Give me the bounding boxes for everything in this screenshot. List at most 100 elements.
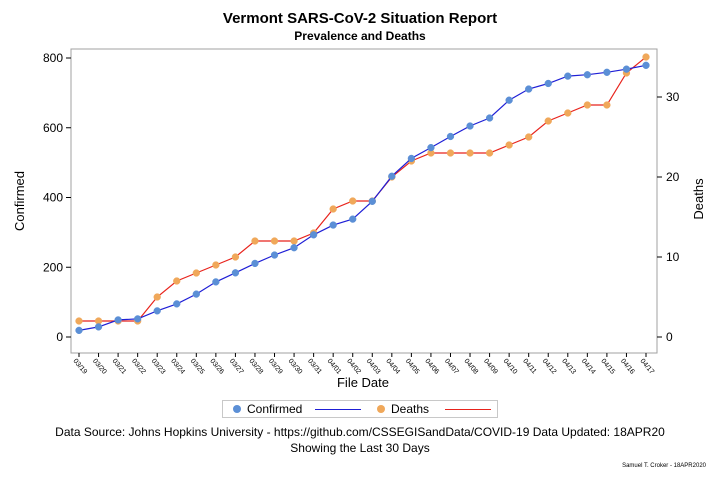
deaths-point [505,141,513,149]
deaths-point [75,317,83,325]
x-tick-label: 04/15 [599,358,616,376]
deaths-point [192,269,200,277]
y-axis-left-label: Confirmed [12,171,27,231]
confirmed-point [349,215,357,223]
y-right-tick-label: 30 [666,90,680,104]
x-tick-label: 03/25 [189,358,206,376]
deaths-point [153,293,161,301]
deaths-point [270,237,279,245]
x-tick-label: 04/05 [404,358,421,376]
deaths-point [583,101,591,109]
deaths-point [231,253,240,261]
x-tick-label: 04/14 [580,358,597,376]
confirmed-point [153,307,161,315]
y-axis-left: 0 200 400 600 800 [43,51,71,344]
y-left-tick-label: 800 [43,51,63,65]
deaths-point [212,261,220,269]
confirmed-point [583,71,591,79]
y-right-tick-label: 0 [666,330,673,344]
x-tick-label: 04/12 [541,358,558,376]
author-credit: Samuel T. Croker - 18APR2020 [622,463,706,469]
x-tick-label: 03/30 [287,358,304,376]
x-tick-label: 04/08 [463,358,480,376]
deaths-point [564,109,572,117]
confirmed-point [134,315,142,323]
x-tick-label: 04/10 [502,358,519,376]
chart-title: Vermont SARS-CoV-2 Situation Report [222,10,498,27]
confirmed-point [642,61,650,69]
x-tick-label: 04/02 [345,358,362,376]
legend-confirmed-line [315,409,361,410]
confirmed-point [427,143,435,152]
confirmed-point [251,259,259,268]
confirmed-point [270,251,279,259]
y-left-tick-label: 600 [43,121,63,135]
confirmed-point [309,231,318,239]
y-axis-right-label: Deaths [691,178,706,220]
x-tick-label: 04/04 [384,358,401,376]
deaths-point [290,237,298,245]
confirmed-point [622,65,631,73]
y-axis-right: 0 10 20 30 [657,90,680,344]
legend-deaths-line [445,409,491,410]
data-source-note: Data Source: Johns Hopkins University - … [55,425,665,439]
confirmed-point [603,68,611,76]
deaths-point [329,205,337,213]
confirmed-point [231,269,240,277]
confirmed-point [544,79,552,88]
plot-frame [70,48,658,354]
x-tick-label: 03/28 [247,358,264,376]
chart-subtitle: Prevalence and Deaths [294,29,426,43]
confirmed-point [407,154,416,163]
deaths-point [544,117,552,125]
x-tick-label: 04/09 [482,358,499,376]
confirmed-point [114,316,122,324]
y-right-tick-label: 20 [666,170,680,184]
confirmed-point [466,122,474,130]
x-tick-label: 04/01 [326,358,343,376]
deaths-point [251,237,259,245]
deaths-point [525,133,533,141]
deaths-point [485,149,494,157]
confirmed-point [192,290,200,298]
legend: Confirmed Deaths [222,400,498,418]
confirmed-point [290,244,298,252]
x-axis: 03/19 03/20 03/21 03/22 03/23 03/24 03/25 03/26… [71,353,655,376]
x-tick-label: 04/11 [521,358,537,376]
legend-deaths-label: Deaths [391,402,430,416]
x-tick-label: 03/21 [111,358,128,376]
x-tick-label: 04/16 [619,358,636,376]
deaths-point [603,101,611,109]
x-tick-label: 04/07 [443,358,460,376]
x-tick-label: 04/17 [638,358,655,376]
x-tick-label: 04/13 [560,358,577,376]
x-tick-label: 03/29 [267,358,284,376]
y-right-tick-label: 10 [666,250,680,264]
confirmed-point [173,300,181,308]
deaths-point [349,197,357,205]
x-tick-label: 04/06 [423,358,440,376]
confirmed-point [368,197,376,205]
confirmed-point [505,96,513,104]
x-axis-label: File Date [337,375,389,390]
x-tick-label: 03/22 [130,358,147,376]
confirmed-point [564,72,572,80]
y-left-tick-label: 200 [43,260,63,274]
legend-confirmed-marker [233,405,241,413]
x-tick-label: 03/24 [169,358,186,376]
x-tick-label: 03/20 [91,358,108,376]
legend-deaths-marker [377,405,385,413]
confirmed-point [94,323,103,331]
x-tick-label: 03/23 [150,358,167,376]
confirmed-point [485,114,494,122]
x-tick-label: 03/19 [71,358,88,376]
deaths-point [173,277,181,285]
series-layer [75,53,650,335]
confirmed-point [75,326,83,335]
x-tick-label: 04/03 [365,358,382,376]
confirmed-point [212,278,220,286]
y-left-tick-label: 400 [43,191,63,205]
deaths-point [446,149,455,157]
period-note: Showing the Last 30 Days [290,441,430,455]
